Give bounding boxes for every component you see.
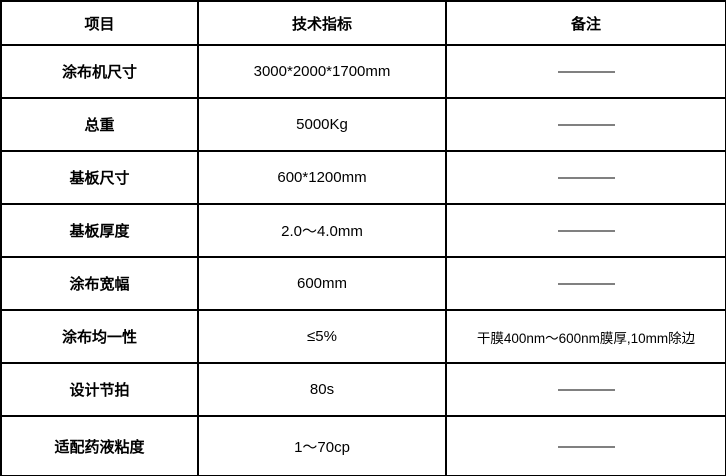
dash-placeholder: ———— (558, 63, 615, 80)
remark-text: 干膜400nm～600nm膜厚,10mm除边 (476, 330, 696, 346)
dash-placeholder: ———— (558, 437, 615, 455)
spec-cell: 2.0～4.0mm (197, 203, 447, 258)
table-row: 设计节拍 80s ———— (0, 362, 726, 417)
remark-cell-dash: ———— (445, 97, 726, 152)
table-row: 涂布机尺寸 3000*2000*1700mm ———— (0, 44, 726, 99)
remark-cell-dash: ———— (445, 44, 726, 99)
spec-cell: 600mm (197, 256, 447, 311)
table-row: 基板尺寸 600*1200mm ———— (0, 150, 726, 205)
header-cell-item: 项目 (0, 0, 199, 46)
table-row: 基板厚度 2.0～4.0mm ———— (0, 203, 726, 258)
table-row: 总重 5000Kg ———— (0, 97, 726, 152)
spec-cell: 600*1200mm (197, 150, 447, 205)
item-cell: 涂布机尺寸 (0, 44, 199, 99)
item-cell: 基板尺寸 (0, 150, 199, 205)
remark-cell-text: 干膜400nm～600nm膜厚,10mm除边 (445, 309, 726, 364)
item-cell: 设计节拍 (0, 362, 199, 417)
remark-cell-dash: ———— (445, 256, 726, 311)
item-cell: 适配药液粘度 (0, 415, 199, 476)
spec-cell: ≤5% (197, 309, 447, 364)
spec-cell: 1～70cp (197, 415, 447, 476)
item-cell: 涂布均一性 (0, 309, 199, 364)
table-row: 涂布均一性 ≤5% 干膜400nm～600nm膜厚,10mm除边 (0, 309, 726, 364)
dash-placeholder: ———— (558, 222, 615, 239)
remark-cell-dash: ———— (445, 362, 726, 417)
remark-cell-dash: ———— (445, 150, 726, 205)
item-cell: 涂布宽幅 (0, 256, 199, 311)
dash-placeholder: ———— (558, 275, 615, 292)
spec-cell: 80s (197, 362, 447, 417)
dash-placeholder: ———— (558, 169, 615, 186)
header-cell-remark: 备注 (445, 0, 726, 46)
remark-cell-dash: ———— (445, 415, 726, 476)
spec-cell: 5000Kg (197, 97, 447, 152)
item-cell: 基板厚度 (0, 203, 199, 258)
header-cell-spec: 技术指标 (197, 0, 447, 46)
table-row: 适配药液粘度 1～70cp ———— (0, 415, 726, 476)
spec-cell: 3000*2000*1700mm (197, 44, 447, 99)
remark-cell-dash: ———— (445, 203, 726, 258)
item-cell: 总重 (0, 97, 199, 152)
header-row: 项目 技术指标 备注 (0, 0, 726, 46)
table-row: 涂布宽幅 600mm ———— (0, 256, 726, 311)
dash-placeholder: ———— (558, 381, 615, 398)
dash-placeholder: ———— (558, 116, 615, 133)
